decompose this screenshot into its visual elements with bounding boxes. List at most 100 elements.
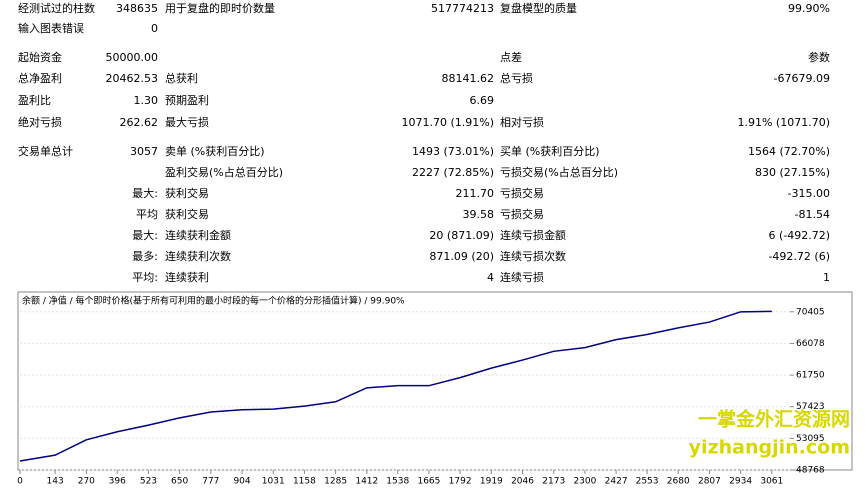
- stat-label: 复盘模型的质量: [500, 1, 577, 15]
- stat-label: 获利交易: [165, 186, 209, 200]
- x-tick-label: 0: [17, 477, 23, 487]
- stat-value: 211.70: [456, 187, 495, 200]
- stat-value: 39.58: [463, 208, 495, 221]
- stat-label: 最大亏损: [165, 115, 209, 129]
- x-tick-label: 2046: [511, 477, 534, 487]
- stat-label: 盈利比: [18, 94, 51, 107]
- stat-value: 参数: [808, 50, 830, 64]
- y-tick-label: 66078: [796, 339, 825, 349]
- x-tick-label: 2300: [573, 477, 596, 487]
- stat-value: 6.69: [470, 94, 495, 107]
- y-tick-label: 53095: [796, 434, 825, 444]
- stat-label: 连续亏损: [500, 270, 544, 284]
- stat-value: 262.62: [120, 116, 159, 129]
- stat-label: 预期盈利: [165, 94, 209, 107]
- stat-value: 20 (871.09): [429, 229, 494, 242]
- stat-label: 亏损交易: [500, 207, 544, 221]
- stat-label: 亏损交易: [500, 186, 544, 200]
- stat-value: -81.54: [795, 208, 830, 221]
- stat-label: 亏损交易(%占总百分比): [500, 165, 618, 179]
- stat-value: 1071.70 (1.91%): [401, 116, 494, 129]
- x-tick-label: 1538: [386, 477, 409, 487]
- x-tick-label: 1158: [293, 477, 316, 487]
- stat-label: 交易单总计: [18, 144, 73, 158]
- x-tick-label: 1665: [417, 477, 440, 487]
- y-tick-label: 57423: [796, 402, 825, 412]
- x-tick-label: 523: [140, 477, 157, 487]
- stat-label: 相对亏损: [500, 115, 544, 129]
- x-tick-label: 3061: [760, 477, 783, 487]
- x-tick-label: 777: [202, 477, 219, 487]
- stat-label: 连续亏损金额: [500, 228, 566, 242]
- stat-label: 连续亏损次数: [500, 249, 566, 263]
- x-tick-label: 2680: [667, 477, 690, 487]
- x-tick-label: 2173: [542, 477, 565, 487]
- stat-value: 1493 (73.01%): [412, 145, 494, 158]
- y-tick-label: 70405: [796, 307, 825, 317]
- y-tick-label: 61750: [796, 371, 825, 381]
- stat-label: 输入图表错误: [18, 21, 84, 35]
- stat-label: 盈利交易(%占总百分比): [165, 165, 283, 179]
- x-tick-label: 650: [171, 477, 188, 487]
- stat-label: 连续获利: [165, 270, 209, 284]
- stat-label: 总亏损: [500, 71, 533, 85]
- x-tick-label: 1285: [324, 477, 347, 487]
- stat-label: 连续获利次数: [165, 249, 231, 263]
- x-tick-label: 1919: [480, 477, 503, 487]
- stat-value: 348635: [116, 2, 158, 15]
- stat-label: 用于复盘的即时价数量: [165, 1, 275, 15]
- x-tick-label: 904: [233, 477, 250, 487]
- stat-value: -315.00: [788, 187, 830, 200]
- stat-value: 1.91% (1071.70): [737, 116, 830, 129]
- stat-value: 最大:: [132, 186, 158, 200]
- watermark: 一掌金外汇资源网: [698, 408, 850, 431]
- stat-value: 6 (-492.72): [768, 229, 830, 242]
- stat-label: 连续获利金额: [165, 228, 231, 242]
- stat-label: 经测试过的柱数: [18, 1, 95, 15]
- chart-legend: 余额 / 净值 / 每个即时价格(基于所有可利用的最小时段的每一个价格的分形插值…: [22, 295, 405, 307]
- x-tick-label: 396: [109, 477, 126, 487]
- stat-label: 获利交易: [165, 207, 209, 221]
- balance-line: [19, 310, 772, 462]
- stat-label: 总获利: [165, 71, 198, 85]
- stat-value: 2227 (72.85%): [412, 166, 494, 179]
- stat-label: 起始资金: [18, 50, 62, 64]
- stat-label: 总净盈利: [18, 71, 62, 85]
- x-tick-label: 143: [47, 477, 64, 487]
- x-tick-label: 270: [78, 477, 95, 487]
- stat-value: 871.09 (20): [429, 250, 494, 263]
- stat-label: 点差: [500, 50, 522, 64]
- x-tick-label: 2553: [636, 477, 659, 487]
- stat-value: 50000.00: [106, 51, 159, 64]
- y-tick-label: 48768: [796, 466, 825, 476]
- x-tick-label: 2807: [698, 477, 721, 487]
- stat-value: 3057: [130, 145, 158, 158]
- stat-value: 1: [823, 271, 830, 284]
- stat-value: 88141.62: [442, 72, 495, 85]
- stat-label: 卖单 (%获利百分比): [165, 145, 265, 158]
- x-tick-label: 1031: [262, 477, 285, 487]
- stat-value: 830 (27.15%): [755, 166, 830, 179]
- stat-value: 平均:: [132, 271, 158, 284]
- stat-value: -67679.09: [774, 72, 830, 85]
- stat-value: -492.72 (6): [768, 250, 830, 263]
- stat-value: 1564 (72.70%): [748, 145, 830, 158]
- stat-value: 4: [487, 271, 494, 284]
- stat-label: 买单 (%获利百分比): [500, 145, 600, 158]
- watermark: yizhangjin.com: [689, 437, 850, 459]
- stat-value: 最大:: [132, 228, 158, 242]
- x-tick-label: 1792: [449, 477, 472, 487]
- stat-value: 最多:: [132, 249, 158, 263]
- stat-value: 平均: [136, 208, 158, 221]
- x-tick-label: 2934: [729, 477, 752, 487]
- stat-value: 517774213: [431, 2, 494, 15]
- x-tick-label: 2427: [605, 477, 628, 487]
- stat-value: 0: [151, 22, 158, 35]
- stat-value: 99.90%: [788, 2, 830, 15]
- stat-value: 20462.53: [106, 72, 159, 85]
- stat-label: 绝对亏损: [18, 115, 62, 129]
- stat-value: 1.30: [134, 94, 159, 107]
- x-tick-label: 1412: [355, 477, 378, 487]
